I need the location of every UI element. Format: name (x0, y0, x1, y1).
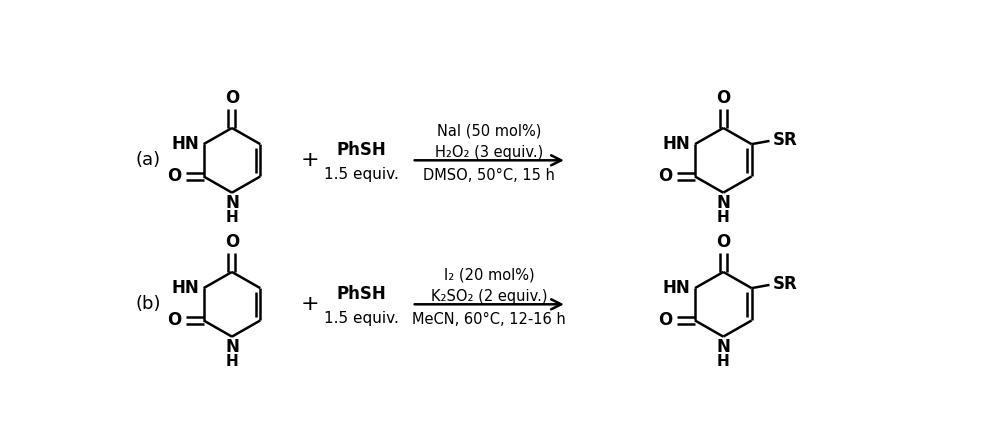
Text: N: N (225, 194, 239, 212)
Text: SR: SR (773, 275, 797, 293)
Text: N: N (225, 338, 239, 356)
Text: I₂ (20 mol%): I₂ (20 mol%) (444, 268, 535, 282)
Text: H: H (717, 210, 730, 225)
Text: HN: HN (663, 135, 690, 153)
Text: 1.5 equiv.: 1.5 equiv. (324, 166, 399, 182)
Text: MeCN, 60°C, 12-16 h: MeCN, 60°C, 12-16 h (412, 312, 566, 327)
Text: H: H (226, 210, 238, 225)
Text: O: O (167, 312, 181, 329)
Text: O: O (716, 89, 730, 107)
Text: O: O (716, 233, 730, 251)
Text: PhSH: PhSH (336, 285, 386, 302)
Text: H: H (226, 353, 238, 369)
Text: 1.5 equiv.: 1.5 equiv. (324, 311, 399, 325)
Text: HN: HN (171, 135, 199, 153)
Text: HN: HN (171, 279, 199, 297)
Text: N: N (716, 338, 730, 356)
Text: +: + (300, 151, 319, 170)
Text: DMSO, 50°C, 15 h: DMSO, 50°C, 15 h (423, 168, 555, 183)
Text: O: O (658, 167, 672, 186)
Text: K₂SO₂ (2 equiv.): K₂SO₂ (2 equiv.) (431, 289, 548, 304)
Text: SR: SR (773, 131, 797, 149)
Text: O: O (658, 312, 672, 329)
Text: PhSH: PhSH (336, 141, 386, 159)
Text: H₂O₂ (3 equiv.): H₂O₂ (3 equiv.) (435, 145, 543, 160)
Text: O: O (167, 167, 181, 186)
Text: O: O (225, 233, 239, 251)
Text: (a): (a) (135, 151, 160, 169)
Text: (b): (b) (135, 295, 161, 313)
Text: N: N (716, 194, 730, 212)
Text: HN: HN (663, 279, 690, 297)
Text: H: H (717, 353, 730, 369)
Text: O: O (225, 89, 239, 107)
Text: NaI (50 mol%): NaI (50 mol%) (437, 123, 541, 139)
Text: +: + (300, 294, 319, 314)
